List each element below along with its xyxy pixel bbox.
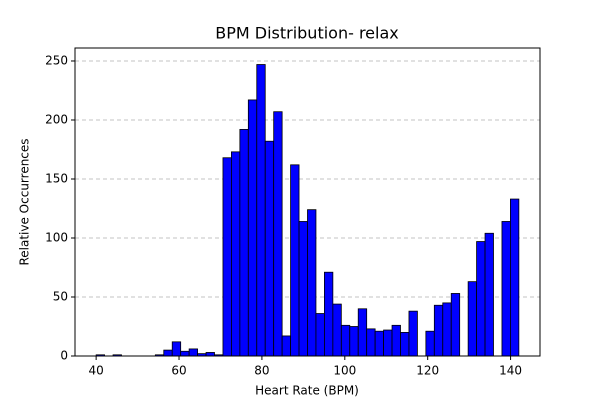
- x-tick-label: 40: [88, 364, 103, 378]
- bar: [450, 293, 461, 357]
- bar: [231, 151, 241, 357]
- bar: [324, 271, 334, 357]
- bar: [332, 303, 342, 357]
- bar: [239, 129, 249, 357]
- bar: [433, 304, 444, 357]
- bar: [476, 241, 486, 357]
- bar: [383, 329, 393, 357]
- x-axis-label: Heart Rate (BPM): [255, 384, 359, 398]
- bar: [281, 335, 291, 357]
- bar: [247, 99, 258, 357]
- bar: [163, 349, 173, 357]
- bar: [290, 164, 300, 357]
- plot-frame: [74, 47, 541, 357]
- y-tick-label: 50: [53, 289, 68, 303]
- bar: [307, 209, 317, 357]
- x-tick-label: 80: [254, 364, 269, 378]
- y-tick-label: 150: [45, 171, 68, 185]
- y-tick-label: 200: [45, 112, 68, 126]
- bar: [340, 324, 351, 357]
- bar: [222, 157, 232, 357]
- bar: [171, 341, 182, 357]
- bar: [357, 308, 368, 357]
- bar: [366, 328, 376, 357]
- bar: [273, 111, 283, 357]
- bar: [391, 324, 401, 357]
- bar: [510, 198, 520, 357]
- y-tick-label: 250: [45, 53, 68, 67]
- bar: [315, 313, 325, 357]
- x-tick-label: 140: [499, 364, 522, 378]
- bar: [264, 140, 275, 357]
- bar: [408, 310, 418, 357]
- bar: [180, 350, 190, 357]
- bar: [467, 281, 477, 357]
- x-tick-label: 100: [333, 364, 356, 378]
- bar: [188, 348, 198, 357]
- x-tick-label: 120: [416, 364, 439, 378]
- bar: [501, 221, 511, 357]
- y-tick-label: 100: [45, 230, 68, 244]
- chart-title: BPM Distribution- relax: [215, 24, 399, 43]
- y-tick-label: 0: [60, 349, 68, 363]
- bar: [442, 302, 452, 357]
- bar: [256, 64, 266, 357]
- bar: [425, 330, 435, 357]
- bar: [298, 221, 308, 357]
- bar: [484, 232, 494, 357]
- bar: [349, 326, 359, 357]
- bar: [374, 330, 384, 357]
- x-tick-label: 60: [171, 364, 186, 378]
- bar: [400, 331, 410, 357]
- y-axis-label: Relative Occurrences: [18, 138, 32, 265]
- bar: [205, 352, 215, 357]
